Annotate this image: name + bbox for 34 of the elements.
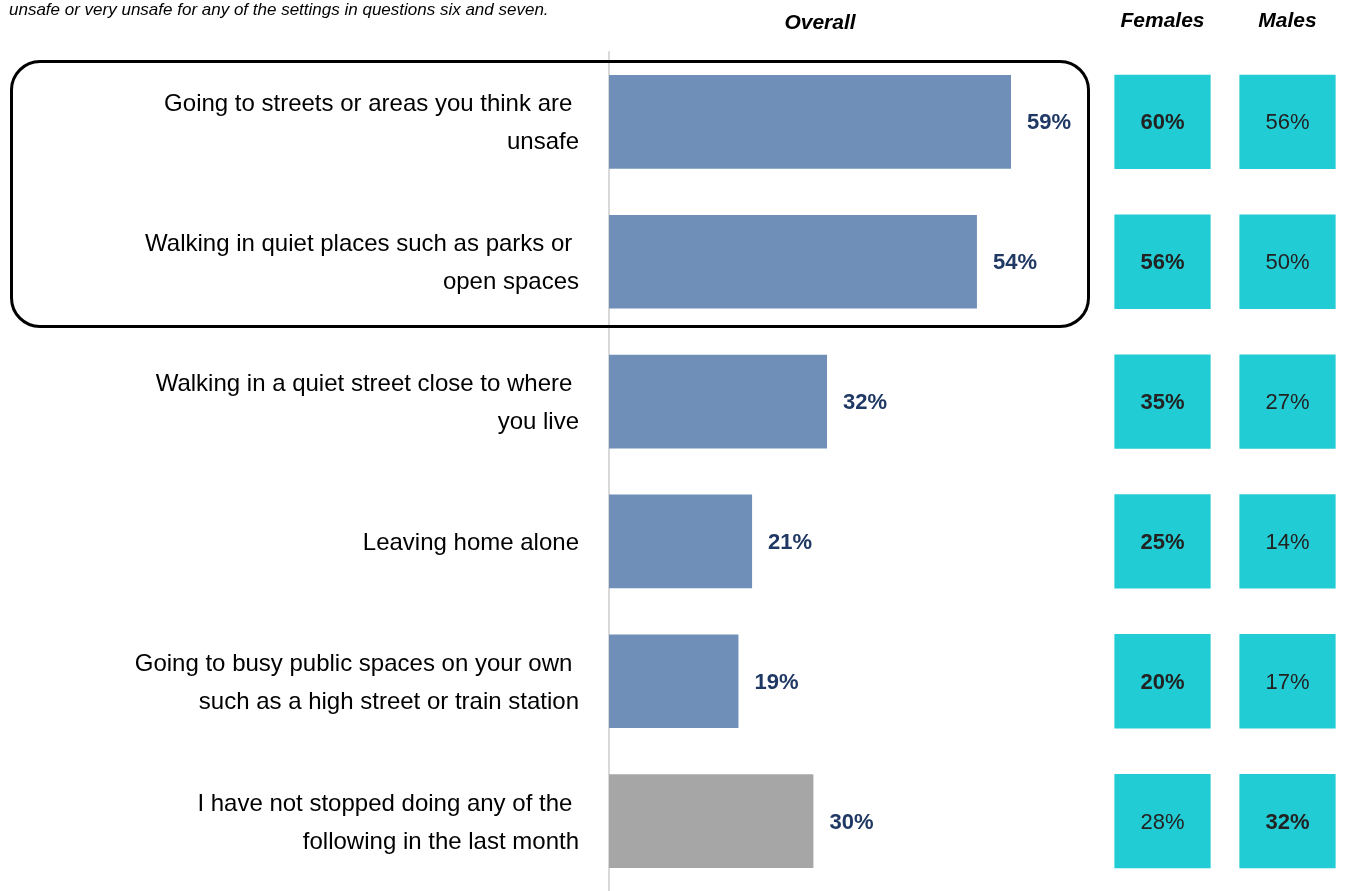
chart-title: Overall	[784, 10, 857, 33]
x-tick-label: Females	[1120, 8, 1205, 31]
data-label: 56%	[1265, 109, 1310, 135]
data-label: 56%	[1140, 249, 1185, 275]
x-tick-label: Males	[1258, 8, 1317, 31]
y-tick-label: Walking in a quiet street close to where you live	[155, 369, 579, 435]
data-label: 32%	[843, 389, 888, 415]
data-label: 30%	[829, 808, 874, 834]
data-label: 35%	[1140, 389, 1185, 415]
bar	[609, 494, 753, 589]
bar	[609, 214, 977, 309]
bar	[609, 774, 814, 868]
y-tick-label: Walking in quiet places such as parks or open spaces	[145, 229, 579, 295]
y-tick-label: I have not stopped doing any of the following in the last month	[197, 788, 579, 854]
data-label: 19%	[754, 668, 799, 694]
data-label: 20%	[1140, 668, 1185, 694]
text: unsafe or very unsafe for any of the settings in questions six and seven.	[9, 0, 549, 19]
data-label: 28%	[1140, 808, 1185, 834]
bar	[609, 75, 1011, 169]
data-label: 32%	[1265, 808, 1310, 834]
data-label: 17%	[1265, 668, 1310, 694]
y-tick-label: Going to busy public spaces on your own such as a high street or train station	[134, 648, 579, 714]
data-label: 21%	[768, 528, 813, 554]
bar	[609, 354, 828, 449]
y-tick-label: Going to streets or areas you think are unsafe	[164, 89, 579, 155]
data-label: 60%	[1140, 109, 1185, 135]
data-label: 54%	[992, 249, 1037, 275]
data-label: 14%	[1265, 528, 1310, 554]
data-label: 27%	[1265, 389, 1310, 415]
data-label: 25%	[1140, 528, 1185, 554]
y-tick-label: Leaving home alone	[362, 527, 579, 555]
data-label: 50%	[1265, 249, 1310, 275]
bar	[609, 634, 739, 729]
data-label: 59%	[1027, 109, 1072, 135]
